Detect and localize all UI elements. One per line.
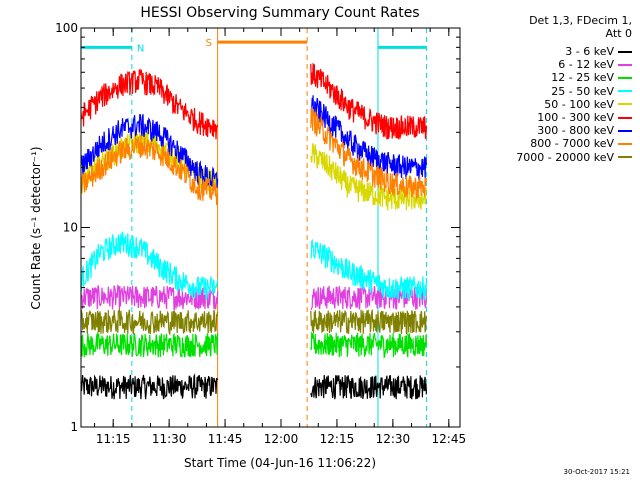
- legend-header: Det 1,3, FDecim 1, Att 0: [529, 14, 632, 40]
- legend-swatch: [618, 76, 632, 79]
- y-axis: 1 10 100: [55, 21, 460, 434]
- x-axis-label: Start Time (04-Jun-16 11:06:22): [184, 456, 376, 470]
- legend-swatch: [618, 142, 632, 145]
- legend-label: 100 - 300 keV: [537, 111, 614, 124]
- legend-swatch: [618, 103, 632, 106]
- legend-swatch: [618, 63, 632, 66]
- series-line-300-800-kev: [80, 113, 219, 188]
- legend-entry: 7000 - 20000 keV: [516, 151, 632, 164]
- x-tick-label: 12:30: [376, 432, 411, 446]
- x-tick-label: 11:45: [208, 432, 243, 446]
- series-line-12-25-kev: [80, 331, 219, 358]
- legend-entry: 50 - 100 keV: [544, 98, 632, 111]
- y-tick-label: 10: [63, 221, 78, 235]
- x-tick-label: 12:00: [264, 432, 299, 446]
- x-tick-label: 12:45: [432, 432, 467, 446]
- legend-swatch: [618, 129, 632, 132]
- marker-label: N: [137, 43, 144, 54]
- legend-label: 7000 - 20000 keV: [516, 150, 614, 164]
- legend-label: 300 - 800 keV: [537, 124, 614, 138]
- series-line-25-50-kev: [80, 231, 219, 301]
- legend-entry: 25 - 50 keV: [551, 85, 632, 98]
- series-line-100-300-kev: [80, 68, 219, 140]
- series-line-7000-20000-kev: [310, 309, 427, 336]
- series-line-3-6-kev: [310, 375, 427, 400]
- x-tick-label: 11:15: [96, 432, 131, 446]
- x-tick-label: 12:15: [320, 432, 355, 446]
- x-axis: 11:15 11:30 11:45 12:00 12:15 12:30 12:45: [94, 28, 467, 446]
- legend-swatch: [618, 50, 632, 53]
- y-axis-label: Count Rate (s⁻¹ detector⁻¹): [29, 146, 43, 309]
- series-line-100-300-kev: [310, 63, 427, 140]
- series-line-300-800-kev: [310, 95, 427, 180]
- legend-swatch: [618, 116, 632, 119]
- legend-label: 12 - 25 keV: [551, 71, 614, 85]
- legend-label: 3 - 6 keV: [565, 45, 614, 58]
- legend-swatch: [618, 90, 632, 93]
- footer-date: 30-Oct-2017 15:21: [563, 468, 630, 476]
- legend-entry: 300 - 800 keV: [537, 124, 632, 137]
- series-line-12-25-kev: [310, 331, 427, 359]
- x-tick-label: 11:30: [152, 432, 187, 446]
- series-line-25-50-kev: [310, 238, 427, 301]
- legend-header-line-2: Att 0: [605, 27, 632, 40]
- legend-label: 800 - 7000 keV: [530, 137, 614, 151]
- y-tick-label: 1: [70, 420, 78, 434]
- series-line-800-7000-kev: [310, 107, 427, 200]
- legend-label: 6 - 12 keV: [558, 58, 614, 72]
- series-line-6-12-kev: [80, 284, 219, 311]
- legend-entry: 6 - 12 keV: [558, 58, 632, 71]
- y-tick-label: 100: [55, 21, 78, 35]
- chart-title: HESSI Observing Summary Count Rates: [140, 5, 419, 21]
- series-line-7000-20000-kev: [80, 308, 219, 336]
- legend-entry: 800 - 7000 keV: [530, 137, 632, 150]
- legend-swatch: [618, 156, 632, 159]
- legend-label: 50 - 100 keV: [544, 97, 614, 111]
- legend-entry: 12 - 25 keV: [551, 71, 632, 84]
- series-line-3-6-kev: [80, 373, 219, 400]
- legend-entry: 3 - 6 keV: [565, 45, 632, 58]
- marker-label: S: [206, 38, 212, 49]
- legend-entry: 100 - 300 keV: [537, 111, 632, 124]
- series-line-6-12-kev: [310, 284, 427, 311]
- legend-label: 25 - 50 keV: [551, 84, 614, 98]
- series-line-800-7000-kev: [80, 134, 219, 206]
- legend-header-line-1: Det 1,3, FDecim 1,: [529, 14, 632, 27]
